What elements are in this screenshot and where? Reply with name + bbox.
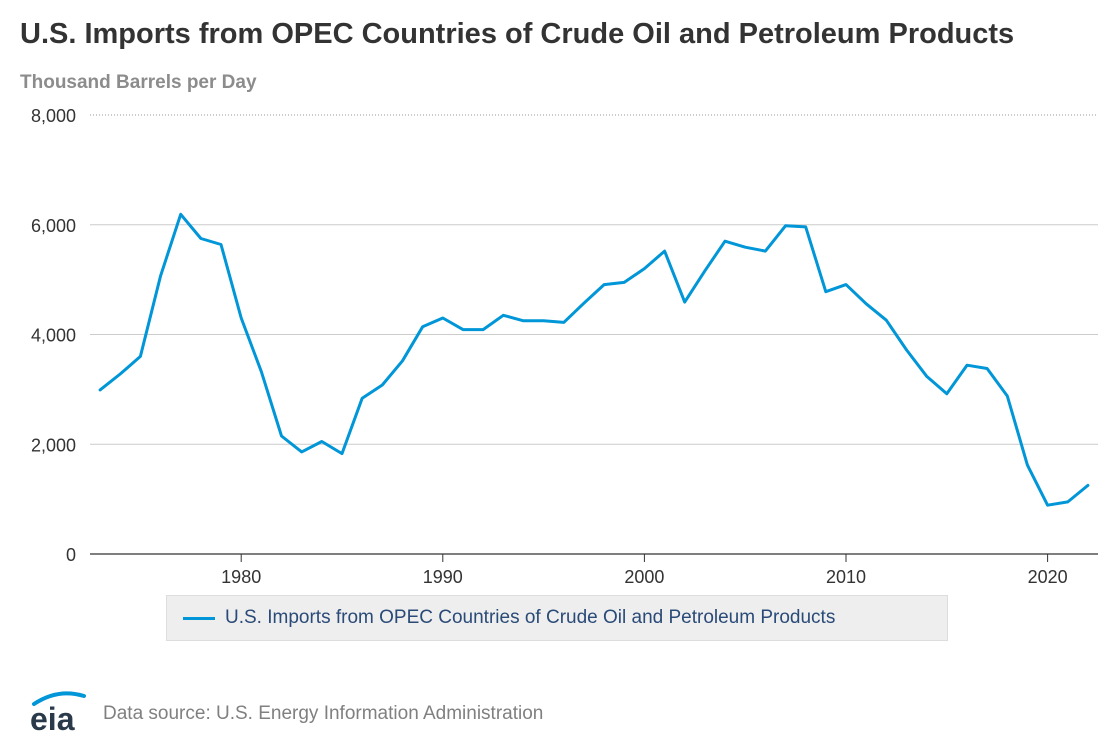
- y-tick-label: 8,000: [31, 106, 76, 126]
- x-tick-label: 1980: [221, 567, 261, 587]
- y-axis-ticks: 0 2,000 4,000 6,000 8,000: [31, 106, 76, 565]
- legend[interactable]: U.S. Imports from OPEC Countries of Crud…: [166, 595, 948, 641]
- legend-label: U.S. Imports from OPEC Countries of Crud…: [225, 607, 836, 628]
- chart-title: U.S. Imports from OPEC Countries of Crud…: [20, 18, 1015, 50]
- footer: eia Data source: U.S. Energy Information…: [0, 680, 1116, 744]
- x-tick-label: 2000: [624, 567, 664, 587]
- y-tick-label: 2,000: [31, 435, 76, 455]
- x-axis-ticks: 1980 1990 2000 2010 2020: [221, 554, 1068, 587]
- eia-logo: eia: [30, 691, 86, 737]
- series-line: [98, 212, 1090, 507]
- line-chart: 0 2,000 4,000 6,000 8,000 1980 1990 2000 2010 20…: [31, 106, 1098, 587]
- logo-text: eia: [30, 701, 75, 737]
- gridlines: [90, 114, 1098, 555]
- data-source: Data source: U.S. Energy Information Adm…: [103, 703, 544, 724]
- y-tick-label: 0: [66, 545, 76, 565]
- x-tick-label: 1990: [423, 567, 463, 587]
- y-tick-label: 4,000: [31, 326, 76, 346]
- y-tick-label: 6,000: [31, 216, 76, 236]
- x-tick-label: 2010: [826, 567, 866, 587]
- x-tick-label: 2020: [1028, 567, 1068, 587]
- legend-line-swatch: [183, 617, 215, 620]
- units-label: Thousand Barrels per Day: [20, 72, 257, 93]
- series-group: [98, 212, 1090, 507]
